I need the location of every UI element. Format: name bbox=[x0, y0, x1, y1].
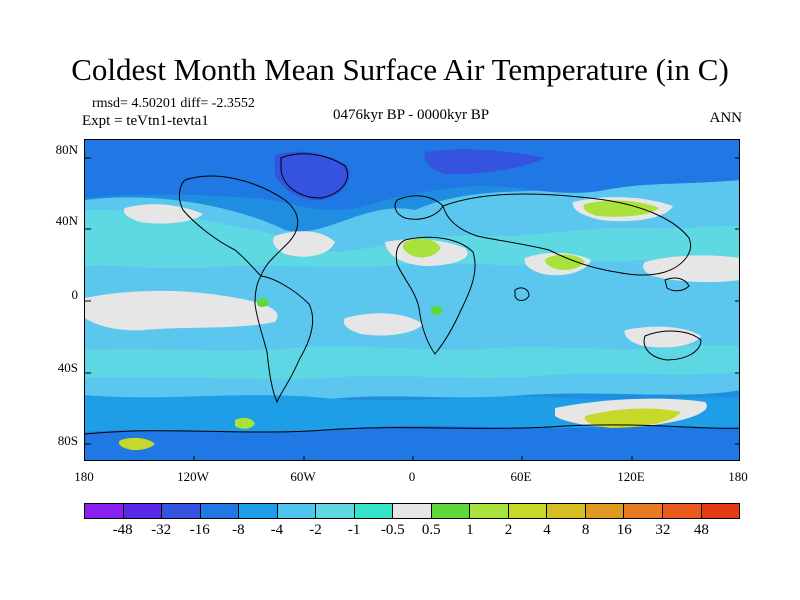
lat-tick-label: 40N bbox=[55, 213, 78, 228]
colorbar-swatch bbox=[624, 504, 663, 518]
colorbar-label: 2 bbox=[504, 522, 513, 538]
warm-anomaly-ross-sea bbox=[118, 437, 155, 451]
colorbar-label: -32 bbox=[151, 522, 172, 538]
colorbar-swatch bbox=[200, 504, 240, 518]
colorbar-swatch bbox=[701, 504, 740, 518]
map-tick-marks bbox=[85, 157, 739, 460]
coastlines bbox=[85, 153, 739, 435]
colorbar-label: 1 bbox=[466, 522, 474, 538]
colorbar-label: 0.5 bbox=[421, 522, 441, 538]
colorbar-label: 8 bbox=[581, 522, 590, 538]
colorbar-label: -2 bbox=[309, 522, 322, 538]
temperature-map bbox=[84, 139, 740, 461]
colorbar-label: 16 bbox=[616, 522, 632, 538]
neutral-region-tropical-pacific bbox=[85, 290, 278, 331]
colorbar-swatch bbox=[547, 504, 586, 518]
colorbar-swatch bbox=[162, 504, 201, 518]
arctic-cold-region bbox=[85, 140, 739, 210]
lon-tick-label: 180 bbox=[74, 469, 94, 484]
warm-anomaly-andes bbox=[257, 297, 269, 307]
colorbar-label: 32 bbox=[655, 522, 671, 538]
lon-tick-label: 180 bbox=[728, 469, 748, 484]
colorbar-swatch bbox=[85, 504, 124, 518]
lat-tick-label: 40S bbox=[57, 360, 78, 375]
colorbar-swatch bbox=[354, 504, 394, 518]
colorbar-label: -16 bbox=[189, 522, 210, 538]
warm-anomaly-antarctica bbox=[584, 408, 681, 428]
warm-anomaly-antarctic-peninsula bbox=[235, 417, 255, 429]
colorbar-swatch bbox=[393, 504, 432, 518]
lon-tick-label: 120E bbox=[617, 469, 645, 484]
neutral-region-west-pacific bbox=[643, 255, 739, 283]
colorbar-swatch bbox=[508, 504, 548, 518]
teal-band-north bbox=[85, 209, 739, 269]
lon-tick-label: 60E bbox=[510, 469, 532, 484]
neutral-region-south-atlantic bbox=[343, 313, 423, 336]
plot-title: Coldest Month Mean Surface Air Temperatu… bbox=[71, 52, 729, 87]
colorbar-swatch bbox=[662, 504, 702, 518]
lat-tick-label: 80N bbox=[55, 142, 78, 157]
season-label: ANN bbox=[709, 110, 743, 126]
colorbar-label: 4 bbox=[543, 522, 551, 538]
lon-tick-label: 0 bbox=[408, 469, 416, 484]
period-label: 0476kyr BP - 0000kyr BP bbox=[332, 107, 490, 123]
lat-tick-label: 0 bbox=[71, 287, 79, 302]
map-canvas bbox=[85, 140, 739, 460]
lat-tick-label: 80S bbox=[57, 433, 78, 448]
siberia-cold-region bbox=[424, 149, 545, 175]
lon-tick-label: 60W bbox=[290, 469, 316, 484]
colorbar-label: -48 bbox=[112, 522, 133, 538]
warm-anomaly-central-asia bbox=[583, 200, 659, 217]
neutral-region-north-america bbox=[273, 231, 335, 257]
colorbar-swatch bbox=[316, 504, 355, 518]
colorbar-label: -4 bbox=[270, 522, 284, 538]
colorbar-swatch bbox=[239, 504, 278, 518]
warm-anomaly-tropical-atlantic bbox=[431, 305, 443, 315]
colorbar-label: -1 bbox=[347, 522, 361, 538]
antarctic-region bbox=[85, 425, 739, 460]
colorbar-swatch bbox=[470, 504, 509, 518]
colorbar-label: 48 bbox=[693, 522, 709, 538]
warm-anomaly-sahara bbox=[402, 238, 441, 258]
colorbar-swatch bbox=[585, 504, 625, 518]
colorbar-label: -8 bbox=[232, 522, 245, 538]
lon-tick-label: 120W bbox=[177, 469, 209, 484]
experiment-label: Expt = teVtn1-tevta1 bbox=[82, 113, 209, 129]
colorbar-label: -0.5 bbox=[380, 522, 405, 538]
greenland-cold-region bbox=[275, 151, 350, 201]
colorbar-swatch bbox=[123, 504, 163, 518]
colorbar-swatch bbox=[277, 504, 317, 518]
neutral-region-north-atlantic bbox=[123, 204, 203, 224]
rmsd-diff-stats: rmsd= 4.50201 diff= -2.3552 bbox=[92, 96, 255, 111]
teal-band-south bbox=[85, 345, 739, 380]
warm-anomaly-arabia bbox=[545, 254, 585, 270]
colorbar-swatch bbox=[431, 504, 471, 518]
colorbar bbox=[84, 503, 740, 519]
